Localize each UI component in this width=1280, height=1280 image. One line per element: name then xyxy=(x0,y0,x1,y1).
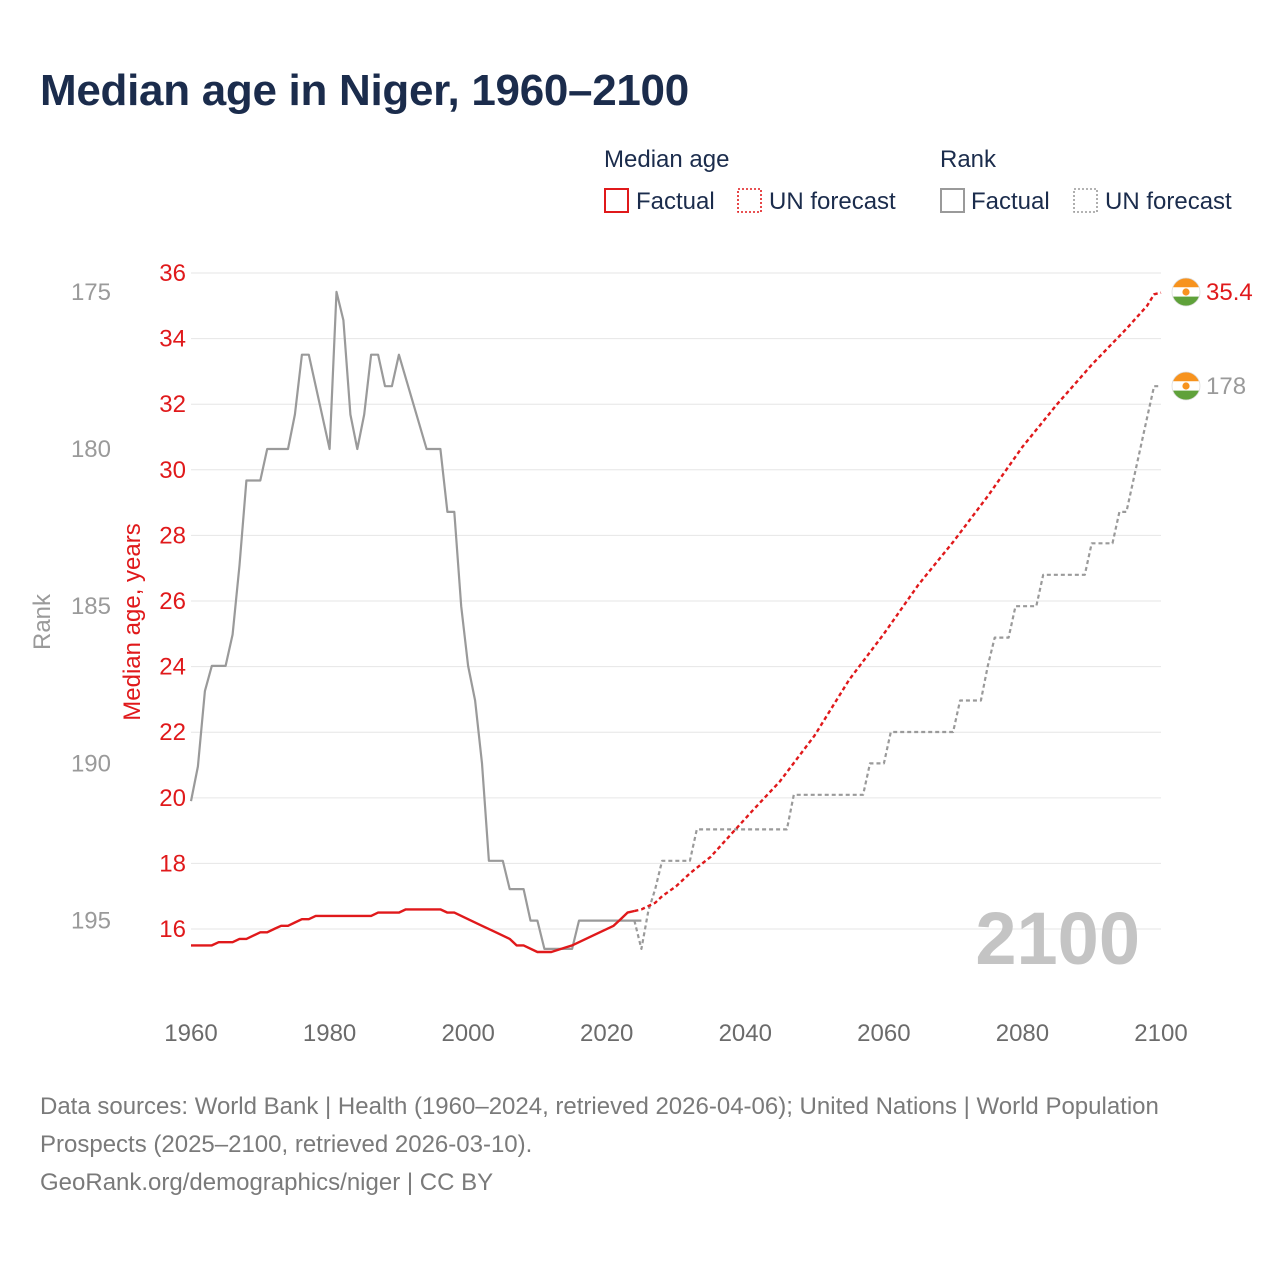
rank-tick-label: 180 xyxy=(71,436,111,463)
credit-link[interactable]: GeoRank.org/demographics/niger | CC BY xyxy=(40,1169,494,1196)
legend-swatch-rank-factual xyxy=(940,188,965,213)
median-tick-label: 16 xyxy=(159,916,186,943)
median-tick-label: 34 xyxy=(159,326,186,353)
legend-group-rank: Rank xyxy=(940,146,997,173)
chart-title: Median age in Niger, 1960–2100 xyxy=(40,66,689,115)
median-tick-label: 30 xyxy=(159,457,186,484)
x-tick-label: 1960 xyxy=(164,1020,217,1047)
legend-label-median-factual: Factual xyxy=(636,188,715,215)
chart-canvas: 2100 16182022242628303234361751801851901… xyxy=(29,146,1253,1047)
legend-label-median-forecast: UN forecast xyxy=(769,188,896,215)
niger-flag-icon xyxy=(1171,277,1201,307)
legend-label-rank-factual: Factual xyxy=(971,188,1050,215)
median-end-marker: 35.4 xyxy=(1171,277,1253,307)
median-age-factual-line xyxy=(191,908,635,954)
rank-factual-line xyxy=(189,290,642,950)
rank-tick-label: 185 xyxy=(71,593,111,620)
median-axis-title: Median age, years xyxy=(119,523,146,720)
median-tick-label: 20 xyxy=(159,785,186,812)
median-tick-label: 24 xyxy=(159,654,186,681)
x-tick-label: 2020 xyxy=(580,1020,633,1047)
median-tick-label: 36 xyxy=(159,260,186,287)
niger-flag-icon xyxy=(1171,371,1201,401)
footer: Data sources: World Bank | Health (1960–… xyxy=(40,1088,1200,1202)
legend-swatch-median-forecast xyxy=(737,188,762,213)
legend: Median age Rank Factual UN forecast Fact… xyxy=(604,146,1232,215)
median-end-label: 35.4 xyxy=(1206,279,1253,306)
series-layer xyxy=(189,290,1162,954)
rank-axis-title: Rank xyxy=(29,593,56,650)
rank-forecast-line xyxy=(633,385,1161,950)
median-age-forecast-line xyxy=(634,291,1162,913)
axes-layer: 16 18 20 22 24 26 28 30 32 34 36 175 180 185 190 195 196… xyxy=(71,260,1188,1047)
median-tick-label: 22 xyxy=(159,719,186,746)
median-tick-label: 26 xyxy=(159,588,186,615)
x-tick-label: 2040 xyxy=(719,1020,772,1047)
legend-swatch-median-factual xyxy=(604,188,629,213)
data-sources: Data sources: World Bank | Health (1960–… xyxy=(40,1093,1159,1158)
legend-label-rank-forecast: UN forecast xyxy=(1105,188,1232,215)
legend-group-median: Median age xyxy=(604,146,729,173)
x-tick-label: 1980 xyxy=(303,1020,356,1047)
x-tick-label: 2080 xyxy=(996,1020,1049,1047)
legend-swatch-rank-forecast xyxy=(1073,188,1098,213)
x-tick-label: 2100 xyxy=(1134,1020,1187,1047)
year-watermark: 2100 xyxy=(975,897,1140,980)
median-tick-label: 18 xyxy=(159,850,186,877)
rank-tick-label: 175 xyxy=(71,279,111,306)
rank-tick-label: 195 xyxy=(71,908,111,935)
gridlines xyxy=(191,272,1161,930)
median-tick-label: 28 xyxy=(159,522,186,549)
x-tick-label: 2000 xyxy=(441,1020,494,1047)
rank-end-label: 178 xyxy=(1206,373,1246,400)
rank-tick-label: 190 xyxy=(71,750,111,777)
x-tick-label: 2060 xyxy=(857,1020,910,1047)
median-tick-label: 32 xyxy=(159,391,186,418)
rank-end-marker: 178 xyxy=(1171,371,1246,401)
